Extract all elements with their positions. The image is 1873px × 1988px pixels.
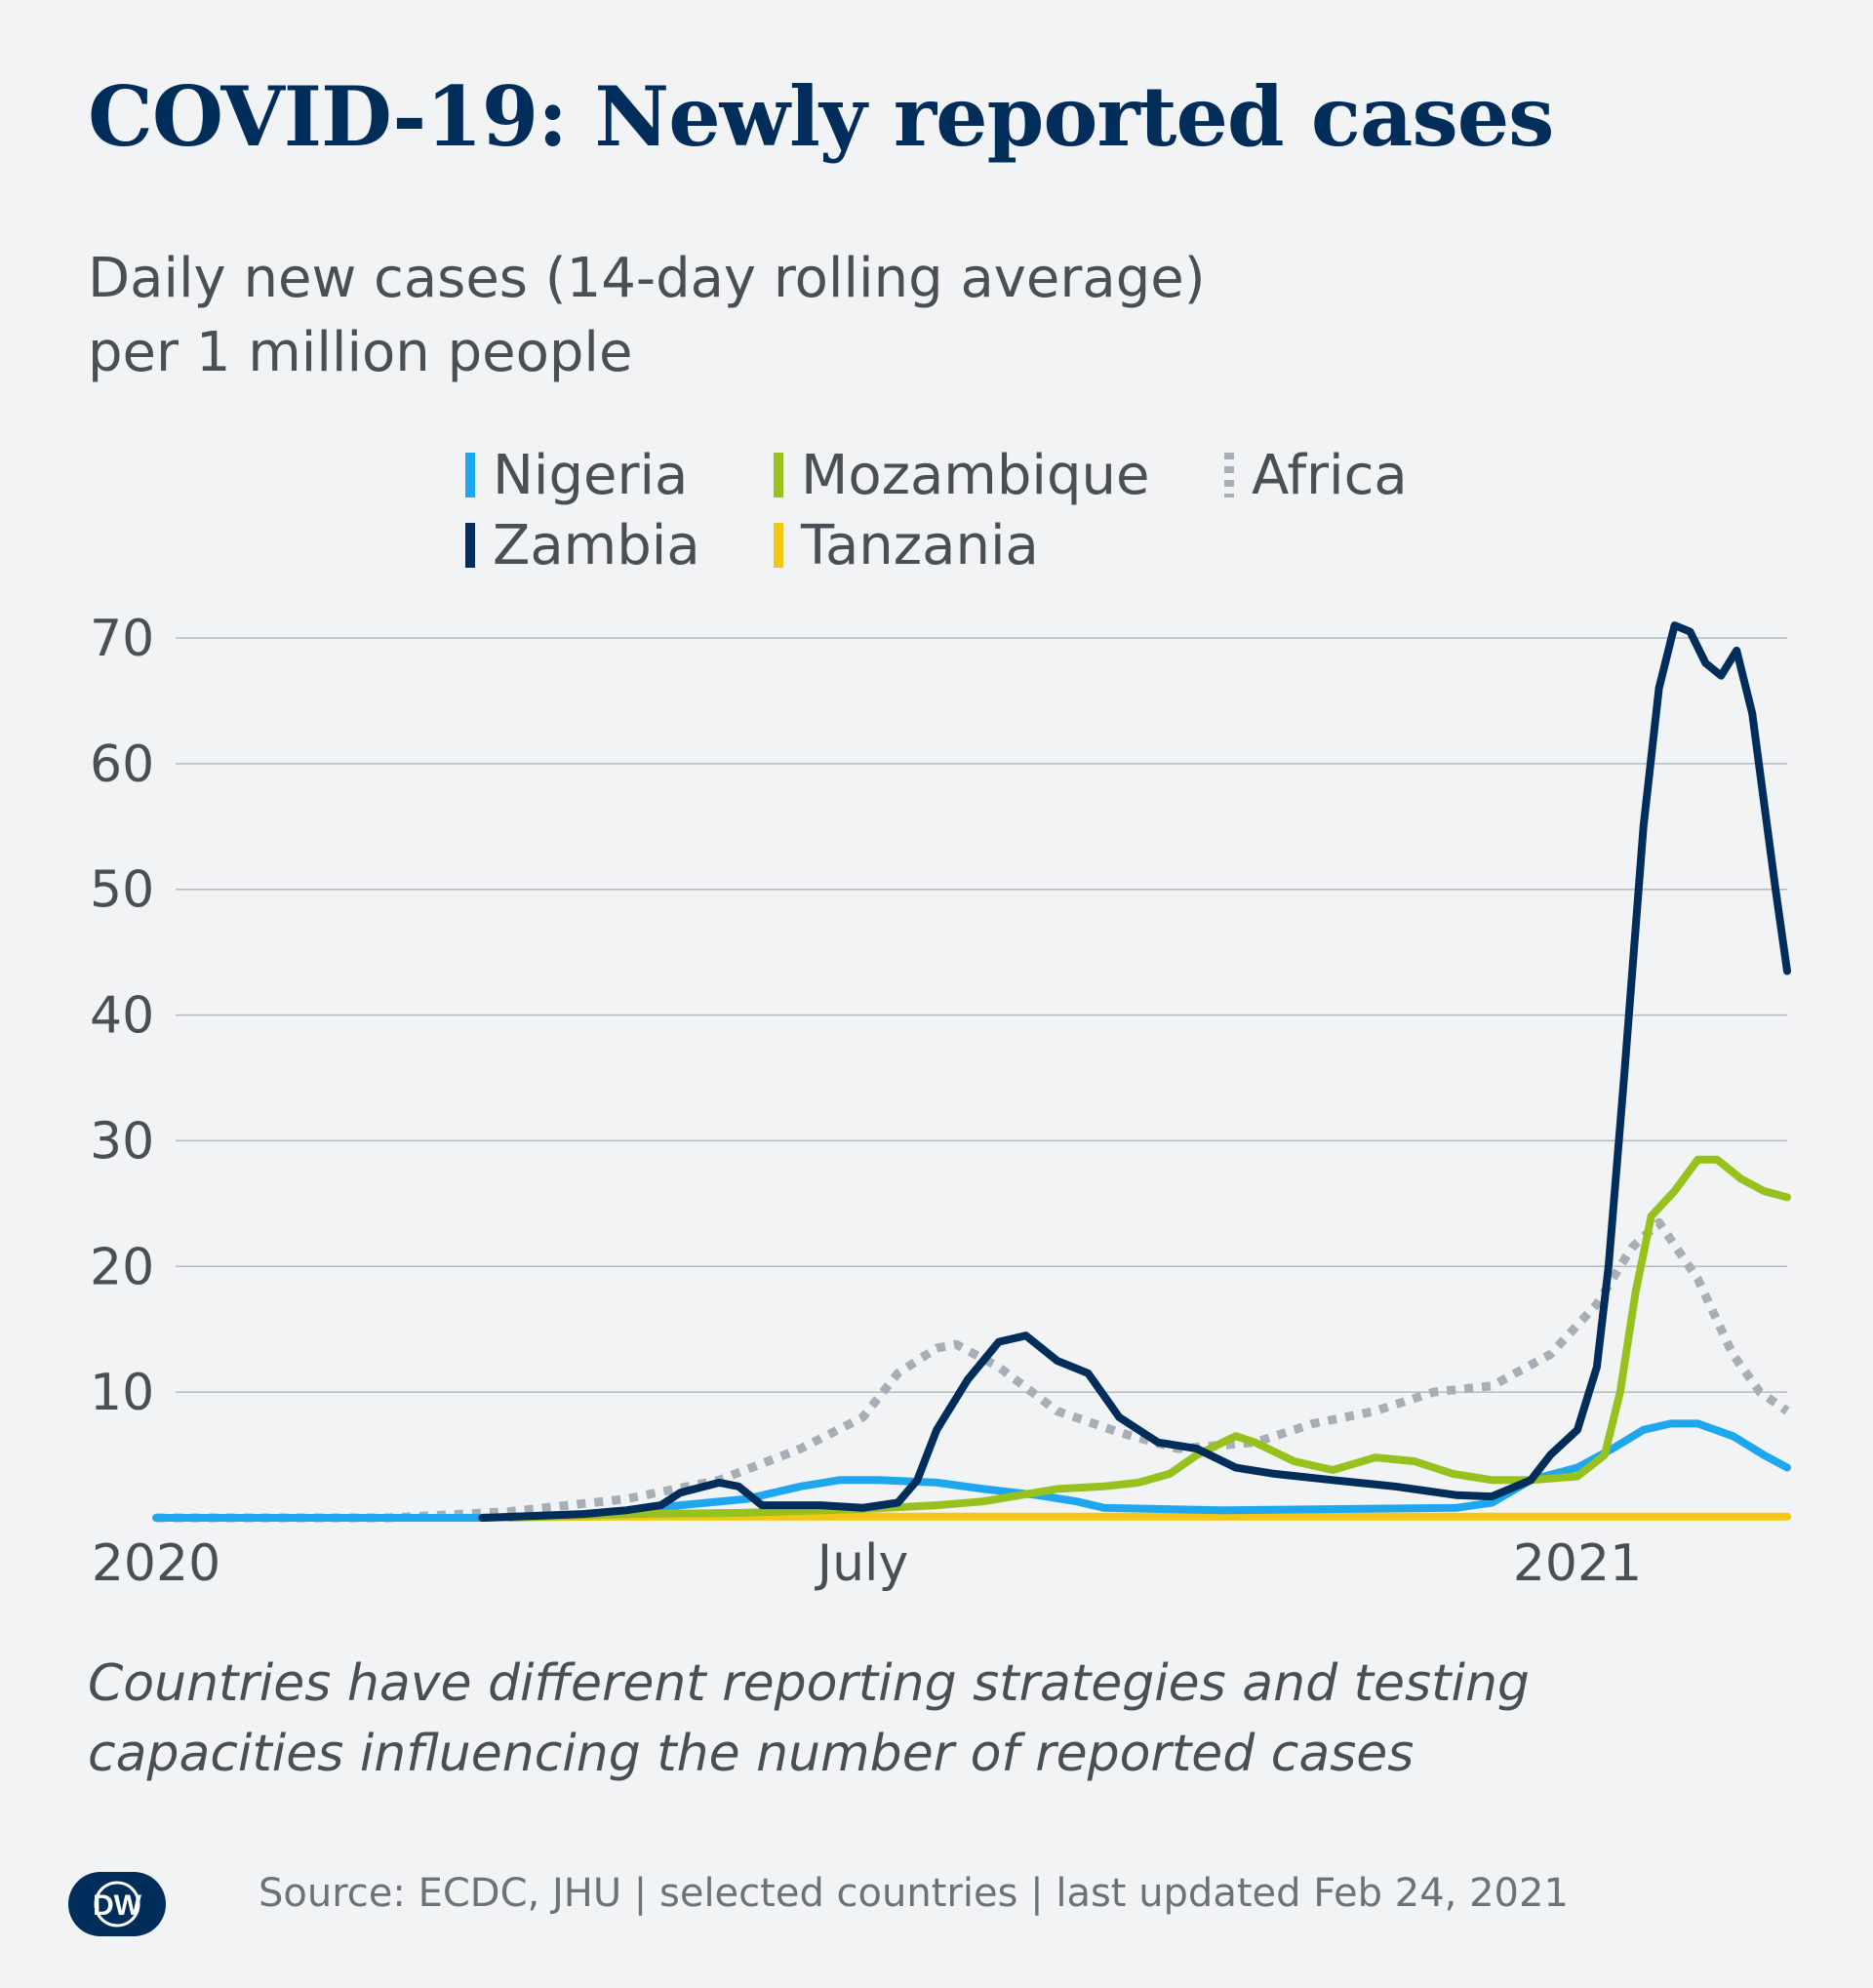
x-axis-labels: 2020 July 2021 xyxy=(92,1534,1642,1593)
note-line-2: capacities influencing the number of rep… xyxy=(88,1725,1415,1783)
legend-item-tanzania: Tanzania xyxy=(774,511,1039,579)
x-tick-label: 2020 xyxy=(92,1534,220,1593)
legend-swatch-zambia xyxy=(465,523,475,568)
legend-label-tanzania: Tanzania xyxy=(801,513,1039,577)
y-tick-label: 20 xyxy=(90,1238,154,1296)
legend-label-africa: Africa xyxy=(1252,443,1408,507)
y-tick-label: 70 xyxy=(90,610,154,668)
logo-text: DW xyxy=(93,1889,142,1922)
legend-swatch-africa xyxy=(1224,453,1234,497)
series-line-mozambique xyxy=(505,1155,1791,1522)
y-tick-label: 10 xyxy=(90,1364,154,1422)
legend-swatch-nigeria xyxy=(465,453,475,497)
dw-logo: DW xyxy=(68,1872,166,1936)
subtitle-line-1: Daily new cases (14-day rolling average) xyxy=(88,247,1206,310)
series-line-zambia xyxy=(478,621,1791,1522)
footer: DW xyxy=(68,1865,166,1943)
legend-item-zambia: Zambia xyxy=(465,511,700,579)
x-tick-label: 2021 xyxy=(1513,1534,1642,1593)
legend-label-mozambique: Mozambique xyxy=(801,443,1150,507)
series-line-nigeria xyxy=(152,1419,1791,1522)
subtitle-line-2: per 1 million people xyxy=(88,321,633,384)
legend-label-zambia: Zambia xyxy=(493,513,700,577)
legend-item-nigeria: Nigeria xyxy=(465,441,688,509)
legend-label-nigeria: Nigeria xyxy=(493,443,689,507)
chart-title: COVID-19: Newly reported cases xyxy=(88,68,1554,165)
chart-note: Countries have different reporting strat… xyxy=(88,1649,1530,1789)
legend: Nigeria Mozambique Africa Zambia Tanzani… xyxy=(465,441,1538,587)
legend-item-mozambique: Mozambique xyxy=(774,441,1149,509)
x-tick-label: July xyxy=(815,1534,909,1593)
grid-lines xyxy=(176,637,1787,1393)
legend-item-africa: Africa xyxy=(1224,441,1408,509)
y-tick-label: 50 xyxy=(90,861,154,920)
legend-swatch-mozambique xyxy=(774,453,783,497)
legend-swatch-tanzania xyxy=(774,523,783,568)
dw-logo-mark: DW xyxy=(93,1881,142,1928)
chart-subtitle: Daily new cases (14-day rolling average)… xyxy=(88,242,1206,390)
y-tick-label: 30 xyxy=(90,1112,154,1171)
series-lines xyxy=(152,621,1791,1523)
source-text: Source: ECDC, JHU | selected countries |… xyxy=(259,1871,1569,1916)
y-tick-label: 60 xyxy=(90,736,154,794)
note-line-1: Countries have different reporting strat… xyxy=(88,1654,1530,1713)
y-axis-labels: 10 20 30 40 50 60 70 xyxy=(90,610,154,1422)
y-tick-label: 40 xyxy=(90,987,154,1046)
